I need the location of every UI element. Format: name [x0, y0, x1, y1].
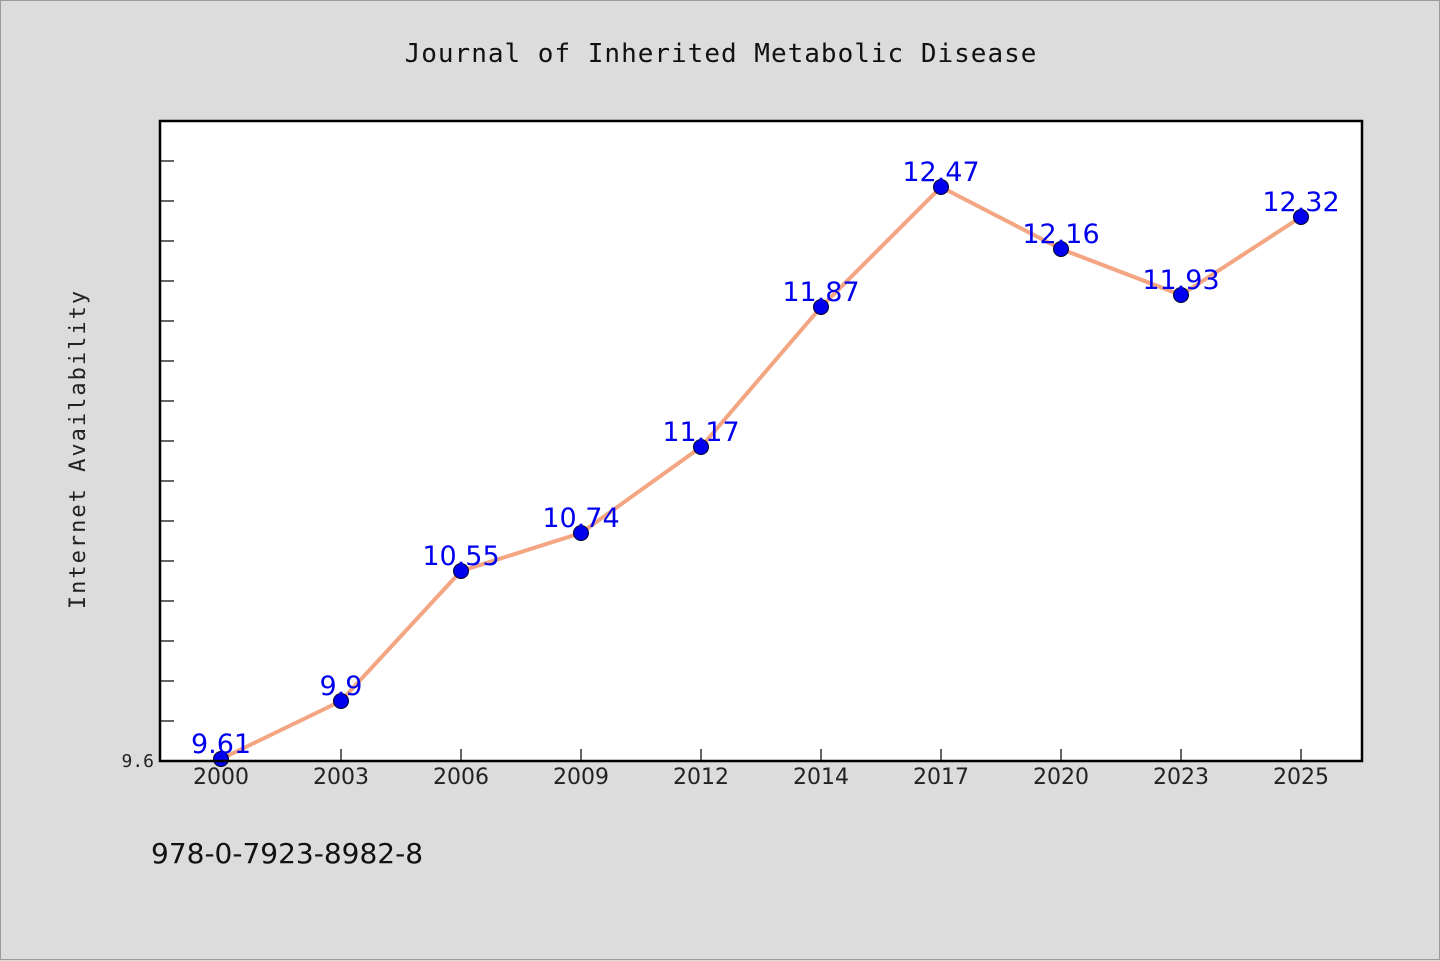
- x-tick-label-2006: 2006: [433, 765, 489, 790]
- data-label-2025: 12.32: [1262, 187, 1339, 218]
- x-tick-label-2012: 2012: [673, 765, 729, 790]
- x-tick-label-2023: 2023: [1153, 765, 1209, 790]
- data-label-2009: 10.74: [542, 503, 619, 534]
- data-point-2003: [333, 693, 349, 709]
- data-point-2020: [1053, 241, 1069, 257]
- data-label-2020: 12.16: [1022, 219, 1099, 250]
- plot-area: [160, 121, 1362, 761]
- data-label-2003: 9.9: [320, 671, 363, 702]
- data-label-2012: 11.17: [662, 417, 739, 448]
- data-point-2012: [693, 439, 709, 455]
- x-tick-label-2009: 2009: [553, 765, 609, 790]
- data-label-2017: 12.47: [902, 157, 979, 188]
- x-tick-label-2003: 2003: [313, 765, 369, 790]
- data-label-2000: 9.61: [191, 729, 251, 760]
- x-tick-label-2025: 2025: [1273, 765, 1329, 790]
- x-tick-label-2017: 2017: [913, 765, 969, 790]
- data-label-2023: 11.93: [1142, 265, 1219, 296]
- plot-border: [158, 119, 1364, 763]
- x-tick-label-2000: 2000: [193, 765, 249, 790]
- data-point-2025: [1293, 209, 1309, 225]
- x-axis-ticks: 2000 2003 2006 2009 2012 2014 2017 2020 2023 2025: [193, 749, 1329, 790]
- data-point-2014: [813, 299, 829, 315]
- x-tick-label-2014: 2014: [793, 765, 849, 790]
- data-point-2009: [573, 525, 589, 541]
- x-tick-label-2020: 2020: [1033, 765, 1089, 790]
- series-markers: [213, 179, 1309, 767]
- y-tick-label: 9.6: [121, 751, 154, 772]
- data-label-2014: 11.87: [782, 277, 859, 308]
- data-point-2000: [213, 751, 229, 767]
- y-axis-label: Internet Availability: [66, 289, 91, 609]
- chart-title: Journal of Inherited Metabolic Disease: [405, 39, 1038, 69]
- series-line: [219, 185, 1303, 761]
- footer-isbn: 978-0-7923-8982-8: [151, 837, 423, 870]
- data-labels: 9.61 9.9 10.55 10.74 11.17 11.87 12.47 12.16 11.…: [191, 157, 1340, 760]
- data-label-2006: 10.55: [422, 541, 499, 572]
- data-point-2006: [453, 563, 469, 579]
- y-axis-ticks: 9.6: [121, 160, 174, 772]
- data-point-2017: [933, 179, 949, 195]
- data-point-2023: [1173, 287, 1189, 303]
